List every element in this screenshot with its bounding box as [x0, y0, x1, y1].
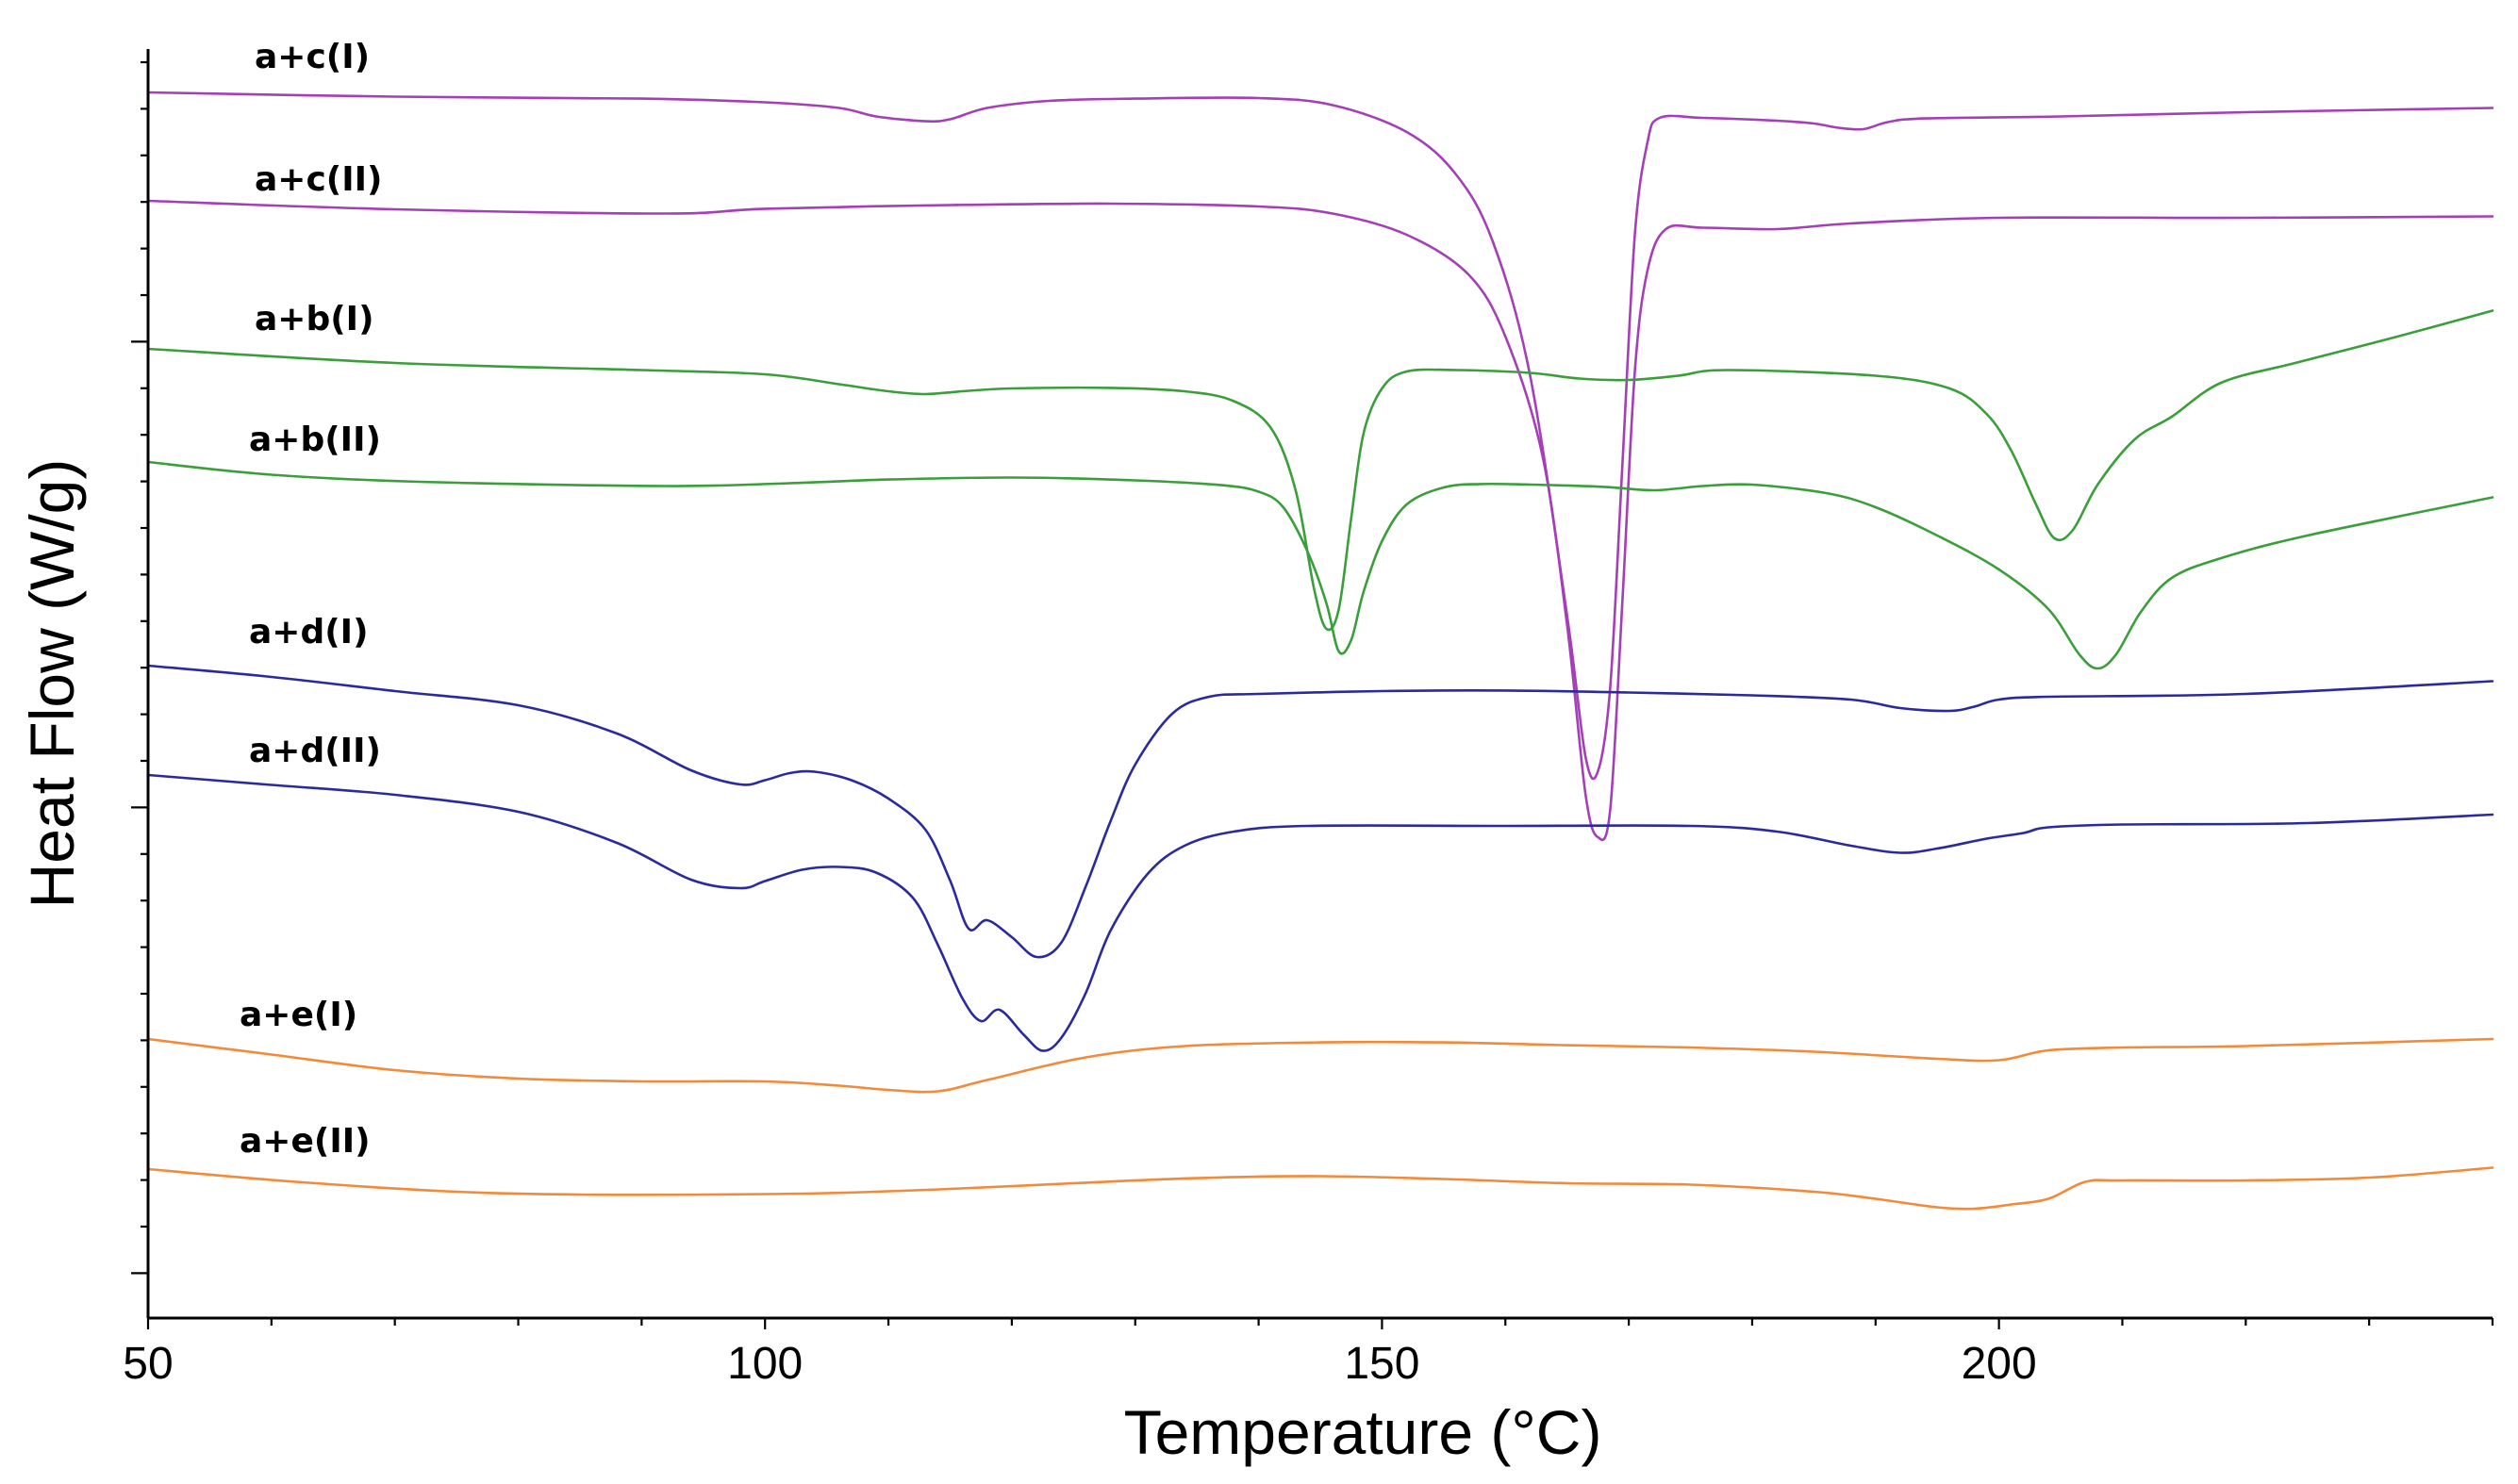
x-axis-title: Temperature (°C) — [1124, 1397, 1602, 1467]
series-label: a+b(II) — [249, 420, 381, 459]
series-line-a-b-ii — [146, 460, 2494, 670]
series-labels-group: a+c(I) a+c(II) a+b(I) a+b(II) a+d(I) a+d(II) a… — [240, 38, 383, 1161]
series-label: a+e(I) — [240, 996, 357, 1034]
series-label: a+c(II) — [255, 160, 383, 199]
series-line-a-e-i — [146, 1037, 2494, 1094]
x-tick-label: 100 — [727, 1339, 803, 1389]
curves-group — [146, 91, 2494, 1211]
y-axis-title: Heat Flow (W/g) — [17, 459, 87, 909]
series-line-a-e-ii — [146, 1166, 2494, 1211]
series-label: a+b(I) — [255, 300, 374, 338]
series-line-a-d-i — [146, 664, 2494, 959]
series-line-a-d-ii — [146, 773, 2494, 1052]
series-line-a-c-ii — [146, 199, 2494, 842]
series-line-a-b-i — [146, 309, 2494, 632]
series-label: a+d(I) — [249, 613, 369, 651]
x-tick-label: 150 — [1344, 1339, 1419, 1389]
x-tick-label: 50 — [123, 1339, 173, 1389]
axes-group — [146, 49, 2493, 1320]
x-ticks-group: 50 100 150 200 — [123, 1318, 2494, 1389]
series-label: a+d(II) — [249, 732, 381, 770]
x-tick-label: 200 — [1962, 1339, 2037, 1389]
series-label: a+c(I) — [255, 38, 370, 76]
y-ticks-group — [131, 60, 148, 1275]
series-label: a+e(II) — [240, 1122, 371, 1161]
